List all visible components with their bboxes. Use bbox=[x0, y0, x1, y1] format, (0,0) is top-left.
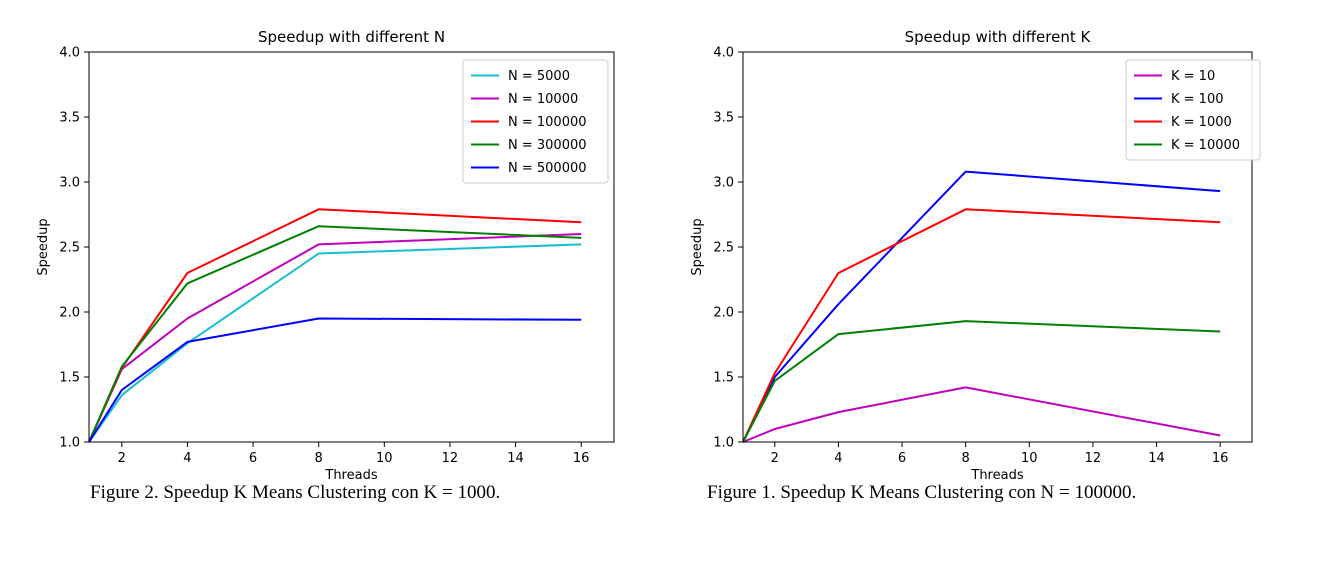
legend-label: K = 100 bbox=[1171, 92, 1224, 107]
legend-box bbox=[462, 59, 609, 184]
legend-box bbox=[1125, 59, 1261, 161]
series-line-k-1000 bbox=[742, 208, 1221, 443]
legend-label: N = 500000 bbox=[508, 161, 587, 176]
y-tick-label: 3.0 bbox=[713, 176, 734, 191]
series-line-k-10000 bbox=[742, 320, 1221, 443]
legend-label: N = 300000 bbox=[508, 138, 587, 153]
x-tick-label: 6 bbox=[898, 451, 906, 466]
legend-label: N = 5000 bbox=[508, 69, 570, 84]
x-axis-label: Threads bbox=[324, 468, 377, 480]
x-tick-label: 16 bbox=[1212, 451, 1229, 466]
x-tick-label: 6 bbox=[249, 451, 257, 466]
x-tick-label: 16 bbox=[573, 451, 590, 466]
y-tick-label: 1.0 bbox=[713, 436, 734, 451]
series-line-k-100 bbox=[742, 170, 1221, 443]
series-line-n-500000 bbox=[88, 317, 582, 443]
caption-right: Figure 1. Speedup K Means Clustering con… bbox=[707, 482, 1137, 503]
x-tick-label: 14 bbox=[1148, 451, 1165, 466]
legend-label: K = 10 bbox=[1171, 69, 1215, 84]
x-tick-label: 12 bbox=[442, 451, 459, 466]
y-tick-label: 1.5 bbox=[713, 371, 734, 386]
x-tick-label: 8 bbox=[962, 451, 970, 466]
x-tick-label: 2 bbox=[118, 451, 126, 466]
y-tick-label: 1.0 bbox=[59, 436, 80, 451]
x-tick-label: 4 bbox=[834, 451, 842, 466]
x-tick-label: 12 bbox=[1085, 451, 1102, 466]
legend-label: N = 10000 bbox=[508, 92, 578, 107]
y-axis-label: Speedup bbox=[36, 218, 51, 275]
x-tick-label: 14 bbox=[507, 451, 524, 466]
chart-title: Speedup with different N bbox=[258, 28, 445, 46]
x-tick-label: 2 bbox=[771, 451, 779, 466]
series-line-n-10000 bbox=[88, 233, 582, 443]
x-tick-label: 4 bbox=[183, 451, 191, 466]
chart-title: Speedup with different K bbox=[905, 28, 1092, 46]
legend-label: N = 100000 bbox=[508, 115, 587, 130]
speedup-k-chart: Speedup with different K 2 4 6 8 10 12 14 16 1.0 1… bbox=[690, 28, 1261, 480]
x-axis-label: Threads bbox=[970, 468, 1023, 480]
y-tick-label: 2.0 bbox=[713, 306, 734, 321]
series-line-k-10 bbox=[742, 386, 1221, 443]
x-tick-label: 8 bbox=[315, 451, 323, 466]
y-axis-label: Speedup bbox=[690, 218, 705, 275]
y-tick-label: 2.5 bbox=[713, 241, 734, 256]
y-tick-label: 4.0 bbox=[59, 46, 80, 61]
y-tick-label: 3.5 bbox=[59, 111, 80, 126]
series-line-n-300000 bbox=[88, 225, 582, 443]
y-tick-label: 3.0 bbox=[59, 176, 80, 191]
y-tick-label: 3.5 bbox=[713, 111, 734, 126]
x-tick-label: 10 bbox=[376, 451, 393, 466]
plot-frame bbox=[742, 51, 1253, 443]
caption-left: Figure 2. Speedup K Means Clustering con… bbox=[90, 482, 501, 503]
legend-label: K = 10000 bbox=[1171, 138, 1240, 153]
x-tick-label: 10 bbox=[1021, 451, 1038, 466]
speedup-n-chart: Speedup with different N 2 4 6 8 10 12 14 16 1.0 1… bbox=[36, 28, 615, 480]
y-tick-label: 4.0 bbox=[713, 46, 734, 61]
y-tick-label: 2.5 bbox=[59, 241, 80, 256]
plot-frame bbox=[88, 51, 615, 443]
series-line-n-5000 bbox=[88, 243, 582, 443]
y-tick-label: 2.0 bbox=[59, 306, 80, 321]
legend-label: K = 1000 bbox=[1171, 115, 1232, 130]
y-tick-label: 1.5 bbox=[59, 371, 80, 386]
